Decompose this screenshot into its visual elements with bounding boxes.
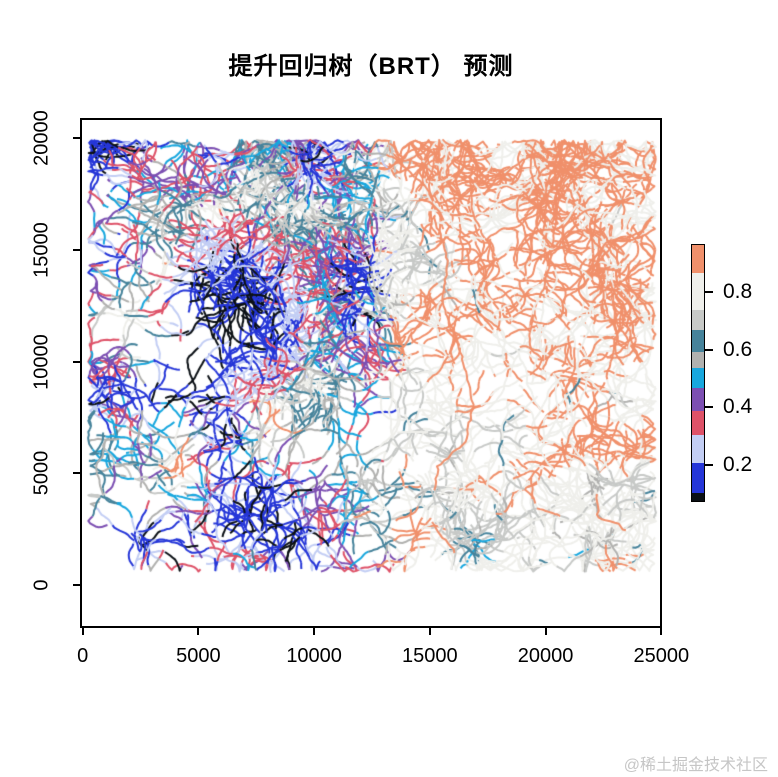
y-tick-label: 20000 (30, 110, 53, 166)
watermark: @稀土掘金技术社区 (623, 757, 768, 774)
colorbar-band-teal (692, 330, 704, 353)
x-tick-mark (428, 628, 431, 635)
colorbar-tick-mark (705, 406, 713, 409)
y-tick-mark (73, 360, 80, 363)
y-tick-mark (73, 584, 80, 586)
x-tick-mark (544, 628, 547, 635)
stream-map-canvas (82, 120, 660, 626)
colorbar-tick-label: 0.2 (723, 452, 753, 476)
chart-title: 提升回归树（BRT） 预测 (228, 53, 514, 80)
colorbar (691, 244, 705, 502)
colorbar-band-blue (692, 462, 704, 493)
y-tick-label: 10000 (30, 333, 53, 390)
x-tick-label: 5000 (176, 645, 221, 667)
x-tick-mark (660, 628, 663, 635)
colorbar-tick-mark (705, 291, 713, 294)
colorbar-band-black (692, 492, 704, 501)
y-tick-mark (73, 472, 80, 475)
colorbar-band-gray (692, 352, 704, 369)
x-tick-label: 10000 (286, 645, 342, 667)
x-tick-label: 0 (77, 645, 89, 667)
y-tick-label: 15000 (30, 221, 53, 278)
colorbar-band-purple (692, 387, 704, 411)
y-tick-label: 0 (30, 579, 53, 591)
y-tick-mark (73, 137, 80, 139)
x-tick-label: 20000 (517, 645, 574, 667)
x-tick-mark (197, 628, 200, 635)
colorbar-band-salmon (692, 245, 704, 274)
colorbar-band-lavender (692, 434, 704, 463)
colorbar-tick-mark (705, 463, 713, 466)
x-tick-label: 25000 (633, 645, 690, 667)
colorbar-band-near-white (692, 273, 704, 311)
x-tick-label: 15000 (402, 645, 458, 667)
colorbar-tick-label: 0.8 (723, 280, 753, 304)
colorbar-tick-label: 0.6 (723, 337, 753, 361)
colorbar-band-red (692, 410, 704, 435)
colorbar-tick-label: 0.4 (723, 395, 753, 419)
y-tick-mark (73, 248, 80, 251)
colorbar-band-light-gray (692, 310, 704, 331)
x-tick-mark (313, 628, 316, 635)
colorbar-tick-mark (705, 348, 713, 351)
colorbar-band-cyan (692, 368, 704, 388)
x-tick-mark (81, 628, 84, 635)
y-tick-label: 5000 (30, 451, 53, 496)
plot-box (80, 118, 662, 628)
